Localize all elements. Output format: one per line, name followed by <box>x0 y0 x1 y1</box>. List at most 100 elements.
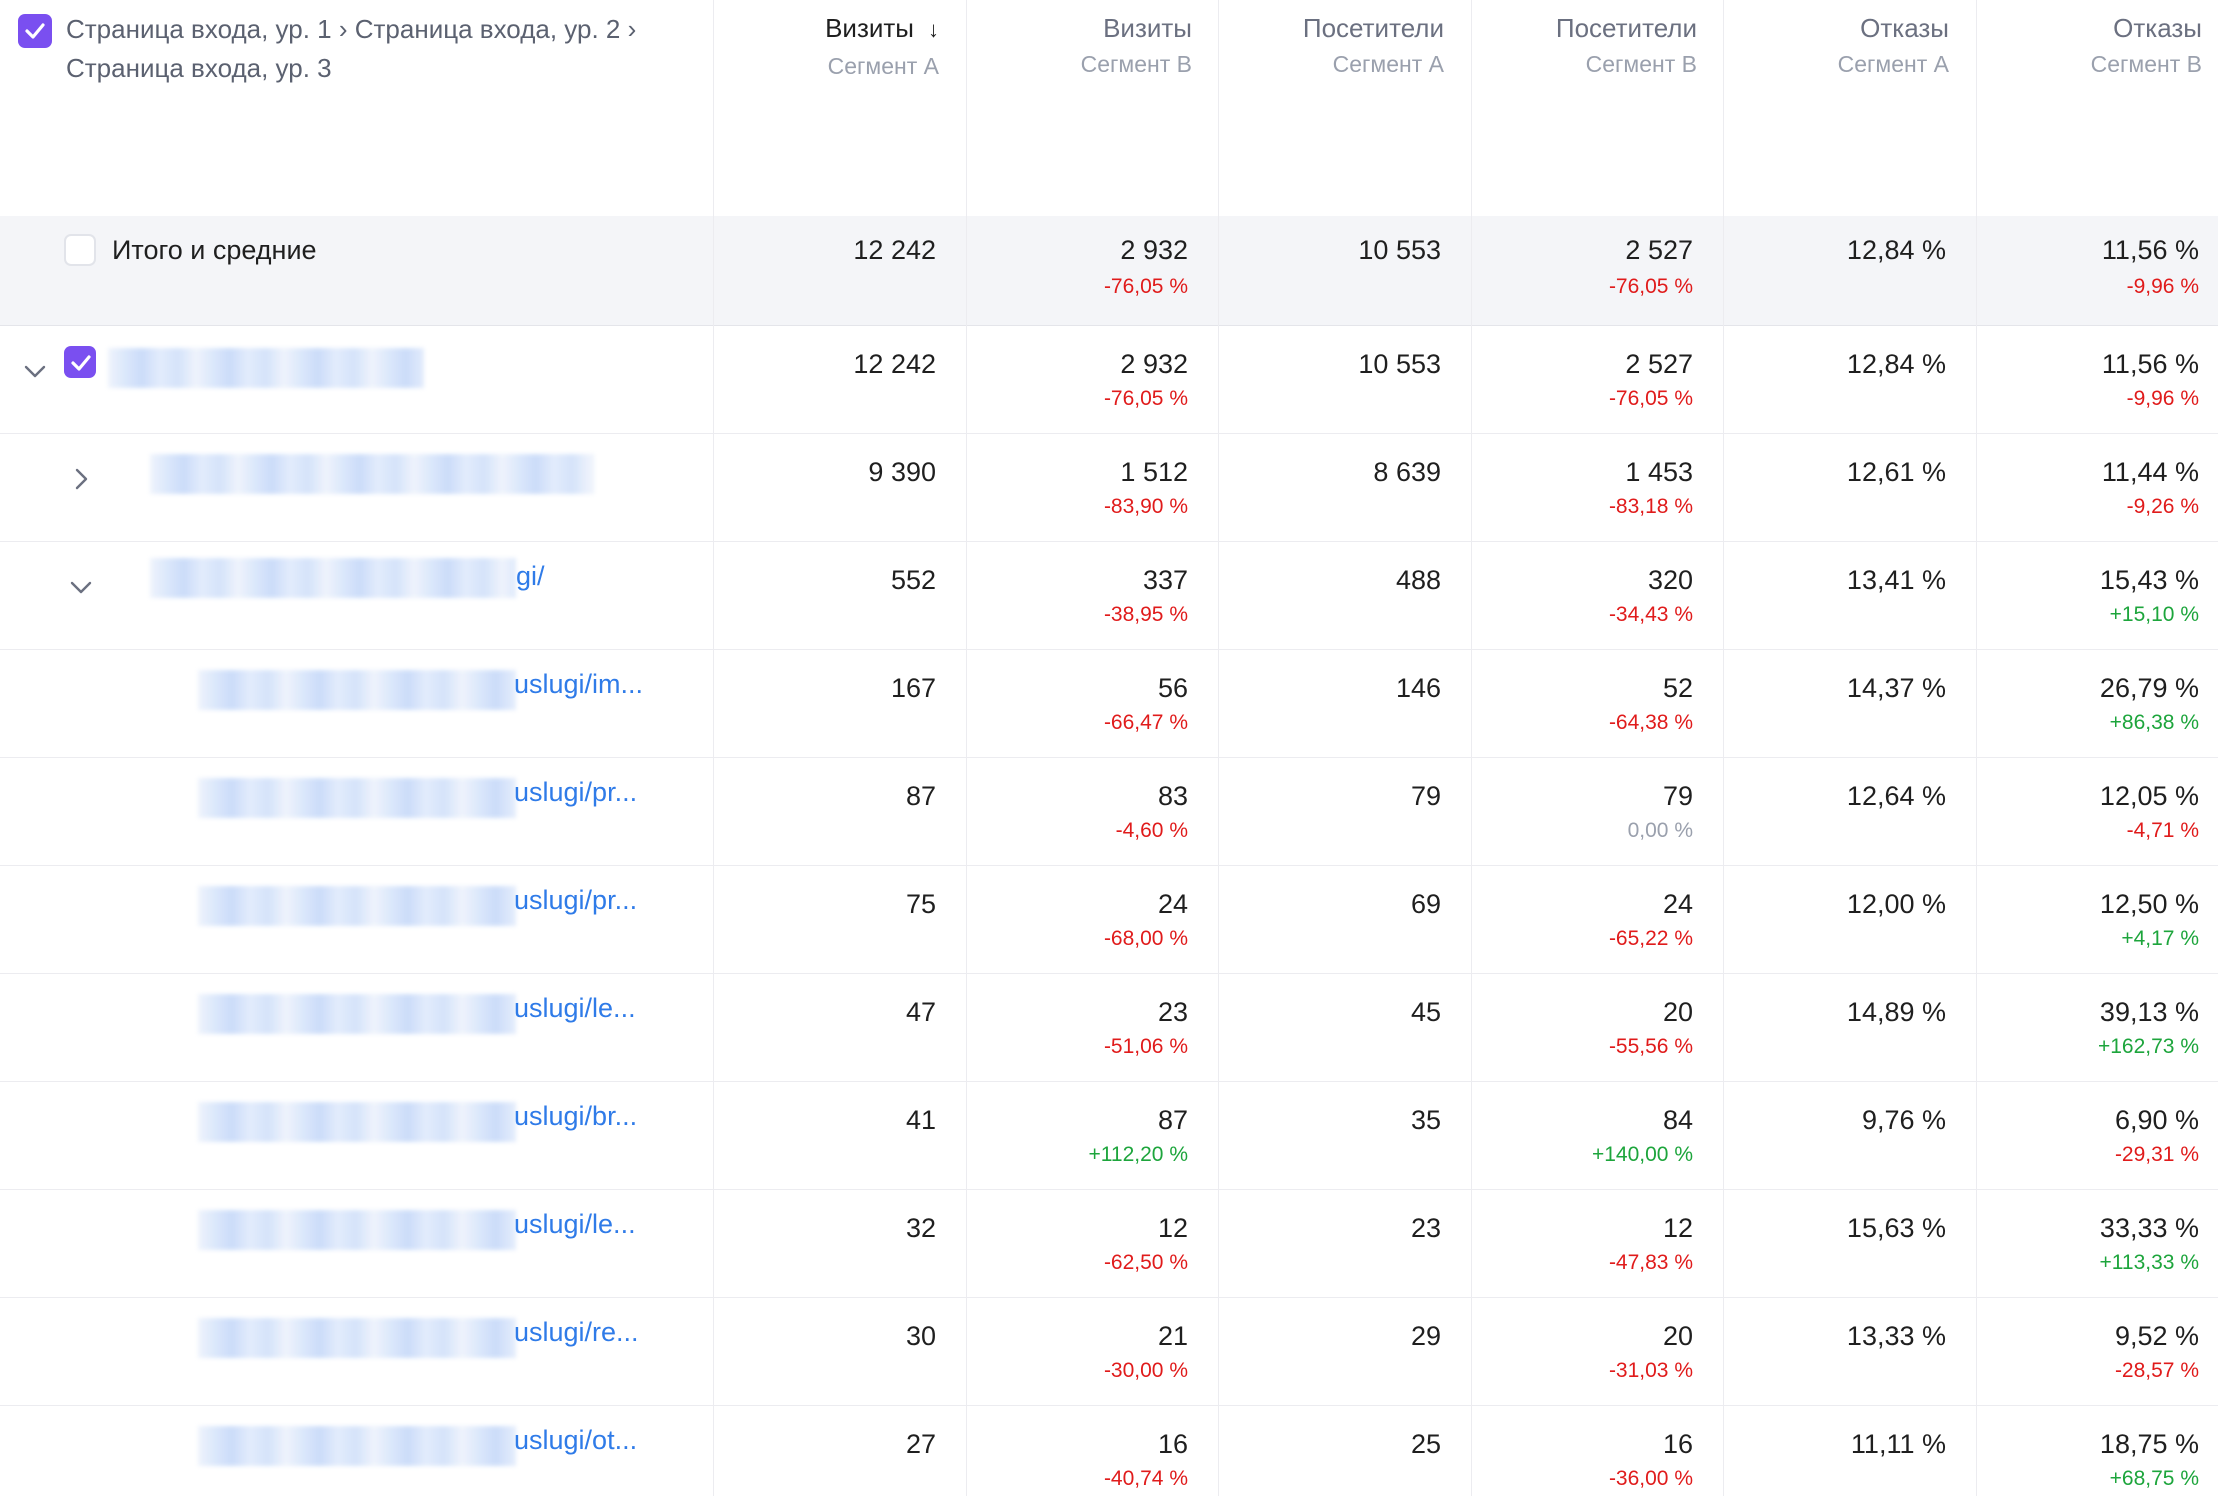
column-segment: Сегмент B <box>2090 51 2202 77</box>
blurred-url <box>150 558 516 598</box>
row-checkbox[interactable] <box>64 346 96 378</box>
visitors-b: 20 <box>1662 997 1693 1027</box>
chevron-down-icon[interactable] <box>20 356 50 386</box>
column-header-visits-a[interactable]: Визиты ↓ Сегмент А <box>825 10 939 84</box>
checkmark-icon <box>71 355 91 371</box>
table-row[interactable]: uslugi/pr... 75 24 -68,00 % 69 24 -65,22… <box>0 866 2218 974</box>
table-row[interactable]: uslugi/ot... 27 16 -40,74 % 25 16 -36,00… <box>0 1406 2218 1496</box>
table-row[interactable]: uslugi/le... 32 12 -62,50 % 23 12 -47,83… <box>0 1190 2218 1298</box>
column-segment: Сегмент B <box>1585 51 1697 77</box>
table-row[interactable]: uslugi/im... 167 56 -66,47 % 146 52 -64,… <box>0 650 2218 758</box>
total-visitors-b-diff: -76,05 % <box>1608 275 1693 298</box>
chevron-down-icon[interactable] <box>66 572 96 602</box>
page-url-link[interactable]: uslugi/le... <box>514 1209 636 1239</box>
visitors-b: 84 <box>1662 1105 1693 1135</box>
visits-b-diff: -51,06 % <box>1103 1035 1188 1058</box>
page-url-link[interactable]: uslugi/pr... <box>514 885 638 915</box>
visitors-b: 52 <box>1662 673 1693 703</box>
visitors-a: 488 <box>1395 565 1441 595</box>
blurred-url <box>198 1102 516 1142</box>
visitors-b-diff: -31,03 % <box>1608 1359 1693 1382</box>
total-visitors-a: 10 553 <box>1358 235 1441 265</box>
column-segment: Сегмент B <box>1080 51 1192 77</box>
bounce-b-diff: +113,33 % <box>2099 1251 2199 1274</box>
visitors-b: 24 <box>1662 889 1693 919</box>
bounce-a: 15,63 % <box>1846 1213 1946 1243</box>
table-row[interactable]: uslugi/br... 41 87 +112,20 % 35 84 +140,… <box>0 1082 2218 1190</box>
bounce-b-diff: +68,75 % <box>2109 1467 2199 1490</box>
visitors-b-diff: -64,38 % <box>1608 711 1693 734</box>
bounce-a: 12,84 % <box>1846 349 1946 379</box>
table-row[interactable]: uslugi/re... 30 21 -30,00 % 29 20 -31,03… <box>0 1298 2218 1406</box>
visitors-b-diff: +140,00 % <box>1591 1143 1693 1166</box>
visits-b: 56 <box>1157 673 1188 703</box>
page-url-link[interactable]: uslugi/pr... <box>514 777 638 807</box>
bounce-b: 9,52 % <box>2114 1321 2199 1351</box>
table-row[interactable]: 12 242 2 932 -76,05 % 10 553 2 527 -76,0… <box>0 326 2218 434</box>
column-header-bounce-a[interactable]: Отказы Сегмент А <box>1838 10 1949 82</box>
column-divider <box>1471 0 1472 1496</box>
page-url-link[interactable]: uslugi/br... <box>514 1101 638 1131</box>
visitors-a: 146 <box>1395 673 1441 703</box>
visits-b-diff: -76,05 % <box>1103 387 1188 410</box>
bounce-b-diff: +15,10 % <box>2109 603 2199 626</box>
column-header-visits-b[interactable]: Визиты Сегмент B <box>1081 10 1192 82</box>
column-header-visitors-a[interactable]: Посетители Сегмент А <box>1303 10 1444 82</box>
visitors-b-diff: -47,83 % <box>1608 1251 1693 1274</box>
visitors-a: 69 <box>1410 889 1441 919</box>
bounce-b: 15,43 % <box>2099 565 2199 595</box>
visits-b: 337 <box>1142 565 1188 595</box>
page-url-link[interactable]: uslugi/le... <box>514 993 636 1023</box>
bounce-a: 12,00 % <box>1846 889 1946 919</box>
table-row[interactable]: uslugi/le... 47 23 -51,06 % 45 20 -55,56… <box>0 974 2218 1082</box>
chevron-right-icon[interactable] <box>66 464 96 494</box>
bounce-b: 18,75 % <box>2099 1429 2199 1459</box>
total-bounce-a: 12,84 % <box>1846 235 1946 265</box>
page-url-link[interactable]: uslugi/re... <box>514 1317 639 1347</box>
bounce-b: 33,33 % <box>2099 1213 2199 1243</box>
table-row[interactable]: gi/ 552 337 -38,95 % 488 320 -34,43 % 13… <box>0 542 2218 650</box>
bounce-b-diff: +86,38 % <box>2109 711 2199 734</box>
visits-b-diff: -62,50 % <box>1103 1251 1188 1274</box>
checkmark-icon <box>25 23 45 39</box>
visitors-b-diff: -65,22 % <box>1608 927 1693 950</box>
visits-b: 23 <box>1157 997 1188 1027</box>
table-row[interactable]: uslugi/pr... 87 83 -4,60 % 79 79 0,00 % … <box>0 758 2218 866</box>
visits-b-diff: -68,00 % <box>1103 927 1188 950</box>
column-header-bounce-b[interactable]: Отказы Сегмент B <box>2091 10 2202 82</box>
visitors-b: 1 453 <box>1625 457 1693 487</box>
total-visitors-b: 2 527 <box>1625 235 1693 265</box>
page-url-link[interactable]: gi/ <box>516 561 545 591</box>
visitors-a: 29 <box>1410 1321 1441 1351</box>
visitors-b-diff: -83,18 % <box>1608 495 1693 518</box>
visits-a: 75 <box>905 889 936 919</box>
table-row[interactable]: 9 390 1 512 -83,90 % 8 639 1 453 -83,18 … <box>0 434 2218 542</box>
visitors-a: 23 <box>1410 1213 1441 1243</box>
visits-a: 41 <box>905 1105 936 1135</box>
sort-desc-icon[interactable]: ↓ <box>928 17 939 42</box>
bounce-b: 11,56 % <box>2101 349 2199 379</box>
blurred-url <box>198 1426 516 1466</box>
visitors-b-diff: -76,05 % <box>1608 387 1693 410</box>
visitors-a: 8 639 <box>1373 457 1441 487</box>
visits-a: 27 <box>905 1429 936 1459</box>
totals-checkbox[interactable] <box>64 234 96 266</box>
blurred-url <box>198 886 516 926</box>
visitors-a: 25 <box>1410 1429 1441 1459</box>
bounce-b-diff: -29,31 % <box>2114 1143 2199 1166</box>
grouping-breadcrumb[interactable]: Страница входа, ур. 1 › Страница входа, … <box>66 14 637 83</box>
page-url-link[interactable]: uslugi/ot... <box>514 1425 638 1455</box>
select-all-checkbox[interactable] <box>18 14 52 48</box>
visitors-b: 79 <box>1662 781 1693 811</box>
column-header-visitors-b[interactable]: Посетители Сегмент B <box>1556 10 1697 82</box>
blurred-url <box>150 454 594 494</box>
visits-a: 552 <box>890 565 936 595</box>
visits-b: 12 <box>1157 1213 1188 1243</box>
page-url-link[interactable]: uslugi/im... <box>514 669 644 699</box>
visits-b-diff: -66,47 % <box>1103 711 1188 734</box>
visits-b: 21 <box>1157 1321 1188 1351</box>
column-title: Отказы <box>2113 13 2202 43</box>
blurred-url <box>198 1210 516 1250</box>
visits-b: 87 <box>1157 1105 1188 1135</box>
